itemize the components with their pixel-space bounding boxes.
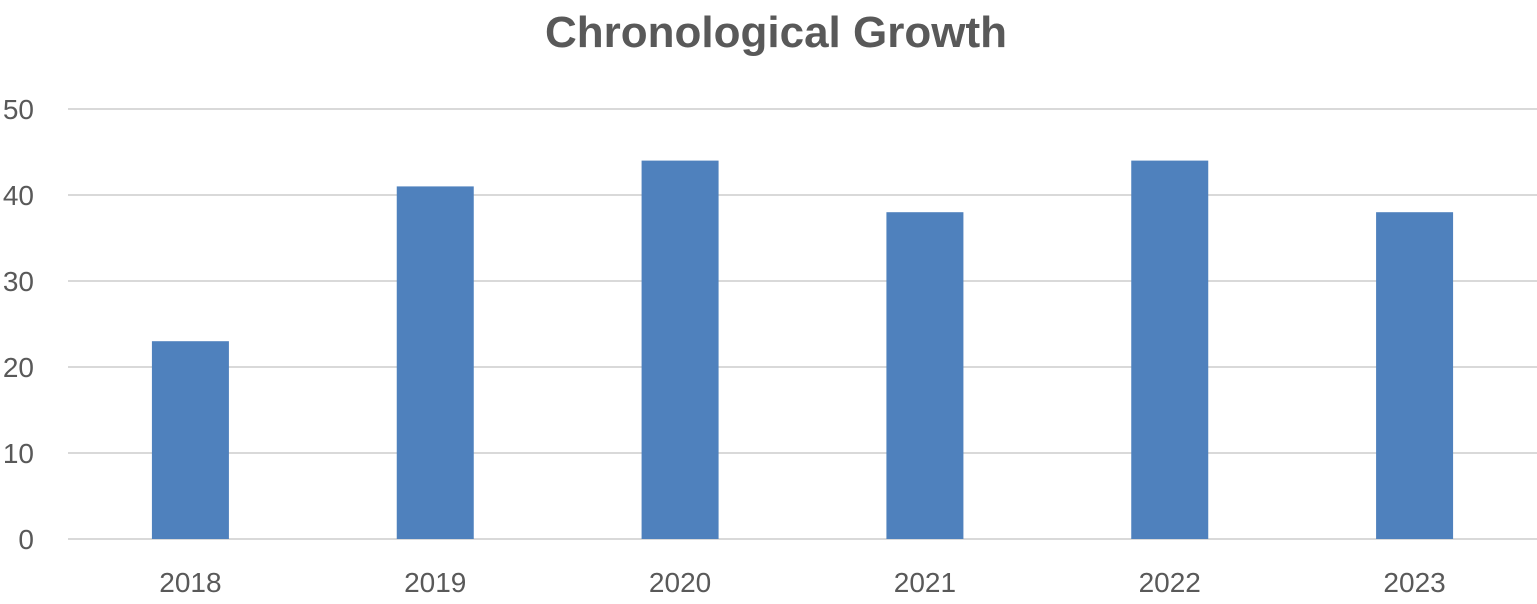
y-tick-label: 20 (3, 352, 34, 383)
y-axis-ticks: 0 10 20 30 40 50 (3, 94, 34, 555)
bar-2018 (151, 341, 229, 539)
y-tick-label: 50 (3, 94, 34, 125)
x-tick-label: 2020 (649, 567, 711, 598)
bar-2022 (1131, 160, 1209, 539)
y-tick-label: 10 (3, 438, 34, 469)
chart-title: Chronological Growth (545, 8, 1007, 57)
x-tick-label: 2023 (1383, 567, 1445, 598)
bar-2019 (396, 186, 474, 539)
gridlines (68, 108, 1537, 540)
y-tick-label: 30 (3, 266, 34, 297)
x-tick-label: 2021 (894, 567, 956, 598)
bar-2023 (1376, 212, 1454, 539)
bar-2020 (641, 160, 719, 539)
bar-2021 (886, 212, 964, 539)
x-tick-label: 2018 (159, 567, 221, 598)
x-tick-label: 2019 (404, 567, 466, 598)
x-tick-label: 2022 (1139, 567, 1201, 598)
x-axis-ticks: 2018 2019 2020 2021 2022 2023 (159, 567, 1445, 598)
y-tick-label: 0 (18, 524, 34, 555)
y-tick-label: 40 (3, 180, 34, 211)
bars (151, 160, 1454, 539)
